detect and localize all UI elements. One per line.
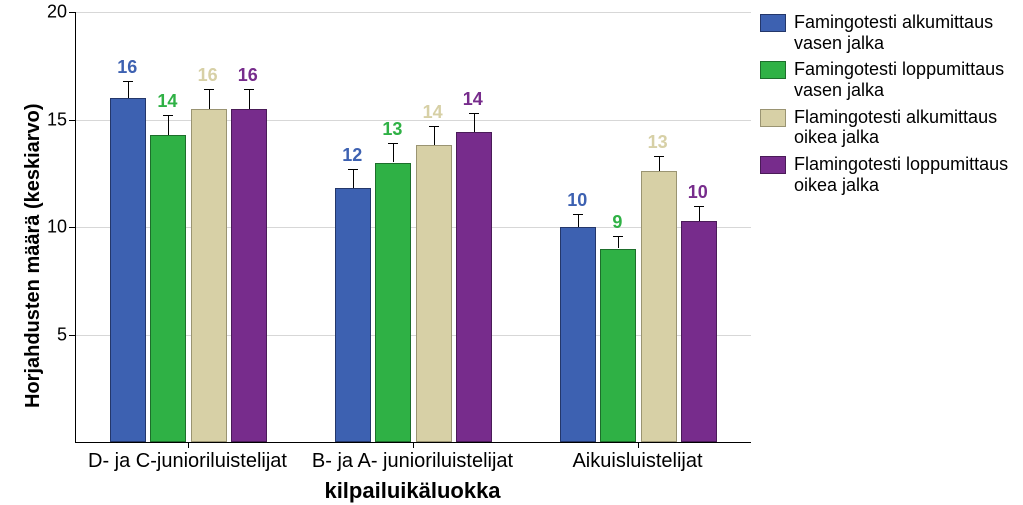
y-tick-mark xyxy=(69,227,75,228)
legend-label: Flamingotesti alkumittausoikea jalka xyxy=(794,107,997,148)
error-bar xyxy=(168,115,169,134)
y-tick-label: 15 xyxy=(43,109,67,130)
value-label: 14 xyxy=(423,102,443,123)
error-cap xyxy=(613,236,623,237)
bar xyxy=(375,163,411,443)
error-bar xyxy=(659,156,660,171)
error-bar xyxy=(434,126,435,145)
y-tick-label: 10 xyxy=(43,217,67,238)
bar xyxy=(641,171,677,442)
value-label: 13 xyxy=(382,119,402,140)
error-cap xyxy=(573,214,583,215)
bar xyxy=(231,109,267,442)
error-cap xyxy=(469,113,479,114)
bar xyxy=(416,145,452,442)
value-label: 10 xyxy=(688,182,708,203)
error-cap xyxy=(654,156,664,157)
error-bar xyxy=(578,214,579,227)
legend: Famingotesti alkumittausvasen jalka Famin… xyxy=(760,12,1008,202)
legend-item: Famingotesti loppumittausvasen jalka xyxy=(760,59,1008,100)
gridline xyxy=(76,12,751,13)
error-bar xyxy=(209,89,210,108)
plot-area xyxy=(75,12,751,443)
error-cap xyxy=(429,126,439,127)
error-bar xyxy=(699,206,700,221)
error-cap xyxy=(244,89,254,90)
x-tick-mark xyxy=(413,442,414,448)
error-bar xyxy=(618,236,619,249)
bar xyxy=(110,98,146,442)
x-tick-mark xyxy=(188,442,189,448)
value-label: 16 xyxy=(238,65,258,86)
legend-swatch xyxy=(760,156,786,174)
error-bar xyxy=(474,113,475,132)
x-axis-title: kilpailuikäluokka xyxy=(324,478,500,504)
error-bar xyxy=(249,89,250,108)
legend-swatch xyxy=(760,61,786,79)
y-tick-mark xyxy=(69,12,75,13)
error-cap xyxy=(123,81,133,82)
value-label: 12 xyxy=(342,145,362,166)
legend-swatch xyxy=(760,14,786,32)
value-label: 13 xyxy=(648,132,668,153)
x-tick-label: D- ja C-junioriluistelijat xyxy=(88,450,287,473)
error-cap xyxy=(204,89,214,90)
chart-figure: Horjahdusten määrä (keskiarvo) kilpailui… xyxy=(0,0,1023,505)
value-label: 16 xyxy=(117,57,137,78)
legend-item: Flamingotesti loppumittausoikea jalka xyxy=(760,154,1008,195)
value-label: 14 xyxy=(157,91,177,112)
value-label: 14 xyxy=(463,89,483,110)
error-cap xyxy=(694,206,704,207)
error-bar xyxy=(393,143,394,162)
y-tick-label: 5 xyxy=(43,324,67,345)
error-cap xyxy=(388,143,398,144)
error-bar xyxy=(353,169,354,188)
y-tick-mark xyxy=(69,335,75,336)
legend-label: Famingotesti loppumittausvasen jalka xyxy=(794,59,1004,100)
value-label: 9 xyxy=(612,212,622,233)
y-axis-title: Horjahdusten määrä (keskiarvo) xyxy=(22,103,45,408)
legend-item: Famingotesti alkumittausvasen jalka xyxy=(760,12,1008,53)
x-tick-label: Aikuisluistelijat xyxy=(572,450,702,473)
bar xyxy=(600,249,636,443)
bar xyxy=(456,132,492,442)
y-tick-label: 20 xyxy=(43,2,67,23)
y-tick-mark xyxy=(69,120,75,121)
legend-item: Flamingotesti alkumittausoikea jalka xyxy=(760,107,1008,148)
bar xyxy=(681,221,717,442)
value-label: 16 xyxy=(198,65,218,86)
value-label: 10 xyxy=(567,190,587,211)
error-cap xyxy=(163,115,173,116)
x-tick-mark xyxy=(638,442,639,448)
bar xyxy=(335,188,371,442)
error-bar xyxy=(128,81,129,98)
x-tick-label: B- ja A- junioriluistelijat xyxy=(312,450,513,473)
legend-label: Famingotesti alkumittausvasen jalka xyxy=(794,12,993,53)
bar xyxy=(560,227,596,442)
gridline xyxy=(76,120,751,121)
bar xyxy=(191,109,227,442)
legend-swatch xyxy=(760,109,786,127)
legend-label: Flamingotesti loppumittausoikea jalka xyxy=(794,154,1008,195)
error-cap xyxy=(348,169,358,170)
bar xyxy=(150,135,186,442)
